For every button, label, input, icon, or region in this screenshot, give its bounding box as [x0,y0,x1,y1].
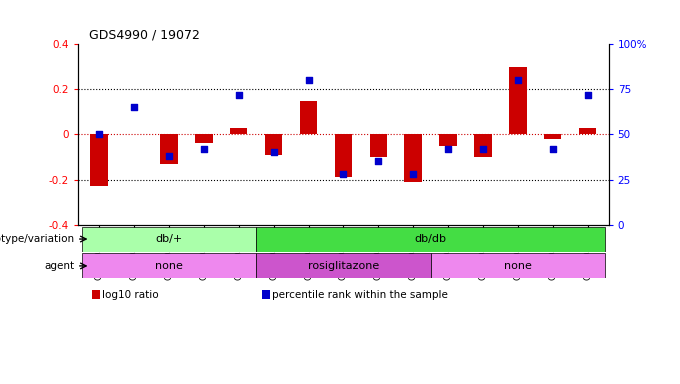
Bar [509,67,526,134]
Bar [82,227,256,252]
Point [163,153,174,159]
Point [582,92,593,98]
Text: log10 ratio: log10 ratio [102,290,158,300]
Bar [90,134,108,186]
Text: genotype/variation: genotype/variation [0,234,75,244]
Point [373,159,384,165]
Point [94,131,105,137]
Bar [430,253,605,278]
Point [199,146,209,152]
Point [477,146,488,152]
Bar [195,134,213,144]
Bar [230,127,248,134]
Point [443,146,454,152]
Point [547,146,558,152]
Bar [335,134,352,177]
Text: none: none [504,261,532,271]
Text: GDS4990 / 19072: GDS4990 / 19072 [89,28,200,41]
Point [129,104,139,111]
Bar [256,253,430,278]
Point [303,77,314,83]
Bar [256,227,605,252]
Point [338,171,349,177]
Text: rosiglitazone: rosiglitazone [308,261,379,271]
Text: db/+: db/+ [155,234,182,244]
Point [408,171,419,177]
Bar [82,253,256,278]
Bar [369,134,387,157]
Bar [160,134,177,164]
Point [513,77,524,83]
Text: agent: agent [45,261,75,271]
Bar [300,101,318,134]
Bar [265,134,282,155]
Point [233,92,244,98]
Point [268,149,279,156]
Bar [439,134,457,146]
Bar [474,134,492,157]
Text: percentile rank within the sample: percentile rank within the sample [272,290,448,300]
Text: db/db: db/db [415,234,447,244]
Bar [544,134,562,139]
Bar [579,127,596,134]
Bar [405,134,422,182]
Text: none: none [155,261,183,271]
